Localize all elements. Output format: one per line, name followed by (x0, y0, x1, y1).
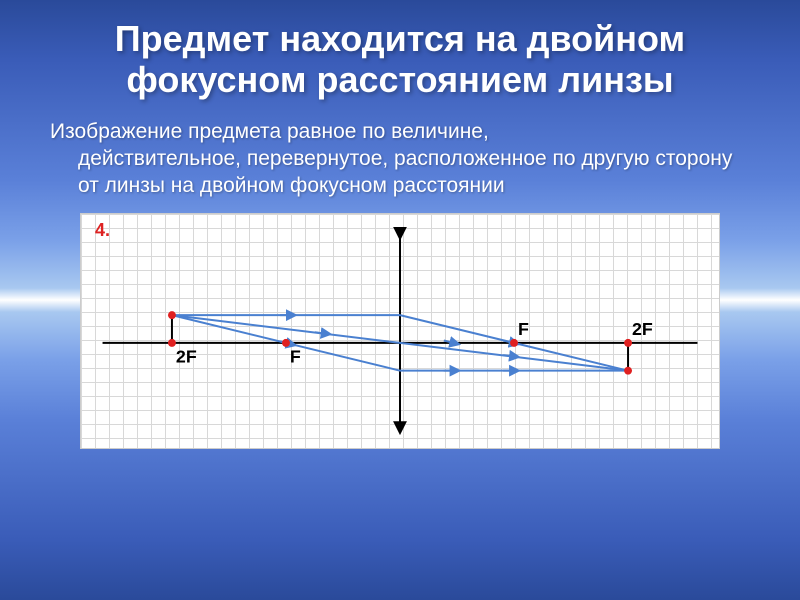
focal-point-right_F (510, 339, 518, 347)
focal-point-left_F (282, 339, 290, 347)
focal-point-right_2F (624, 339, 632, 347)
body-first-line: Изображение предмета равное по величине, (50, 120, 489, 143)
label-right_F: F (518, 319, 529, 339)
label-left_2F: 2F (176, 347, 197, 367)
body-text: Изображение предмета равное по величине,… (0, 111, 800, 214)
optics-diagram: 4. 2FFF2F (80, 213, 720, 449)
ray-segment (172, 316, 400, 344)
diagram-svg: 2F F F 2F (81, 214, 719, 448)
image-tip (624, 367, 632, 375)
slide-title: Предмет находится на двойном фокусном ра… (0, 0, 800, 111)
body-rest: действительное, перевернутое, расположен… (78, 146, 750, 200)
focal-point-left_2F (168, 339, 176, 347)
object-tip (168, 312, 176, 320)
label-right_2F: 2F (632, 319, 653, 339)
label-left_F: F (290, 347, 301, 367)
